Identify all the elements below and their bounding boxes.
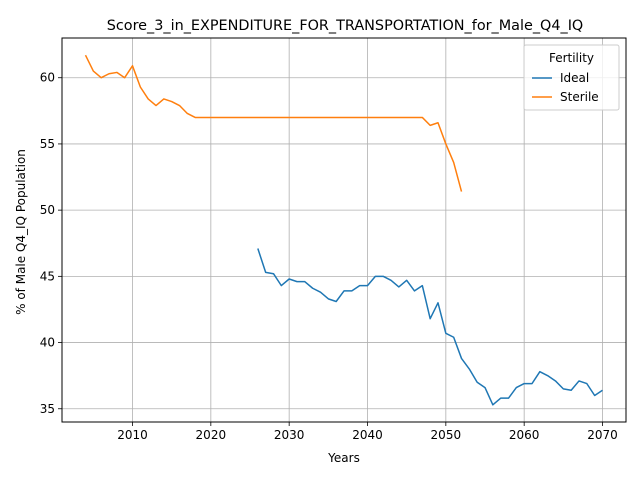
x-tick-label: 2030 (274, 428, 305, 442)
series-line-ideal (257, 248, 603, 406)
legend-label-sterile: Sterile (560, 90, 599, 104)
series-group (84, 54, 603, 406)
legend-label-ideal: Ideal (560, 71, 589, 85)
x-tick-label: 2040 (352, 428, 383, 442)
y-tick-label: 40 (40, 336, 55, 350)
plot-area-frame (61, 37, 627, 423)
chart-title: Score_3_in_EXPENDITURE_FOR_TRANSPORTATIO… (107, 18, 584, 34)
legend-box (523, 44, 620, 111)
legend: Fertility Ideal Sterile (523, 44, 620, 111)
y-axis-label: % of Male Q4_IQ Population (14, 149, 28, 315)
y-axis: 35 40 45 50 55 60 (40, 71, 62, 416)
grid-lines (62, 38, 626, 422)
x-tick-label: 2070 (587, 428, 618, 442)
series-line-sterile (84, 54, 463, 192)
x-axis: 2010 2020 2030 2040 2050 2060 2070 (117, 422, 618, 442)
x-tick-label: 2020 (196, 428, 227, 442)
y-tick-label: 50 (40, 203, 55, 217)
x-tick-label: 2050 (431, 428, 462, 442)
x-axis-label: Years (327, 451, 360, 465)
x-tick-label: 2060 (509, 428, 540, 442)
y-tick-label: 35 (40, 402, 55, 416)
y-tick-label: 60 (40, 71, 55, 85)
x-tick-label: 2010 (117, 428, 148, 442)
y-tick-label: 45 (40, 269, 55, 283)
legend-title: Fertility (549, 51, 594, 65)
y-tick-label: 55 (40, 137, 55, 151)
